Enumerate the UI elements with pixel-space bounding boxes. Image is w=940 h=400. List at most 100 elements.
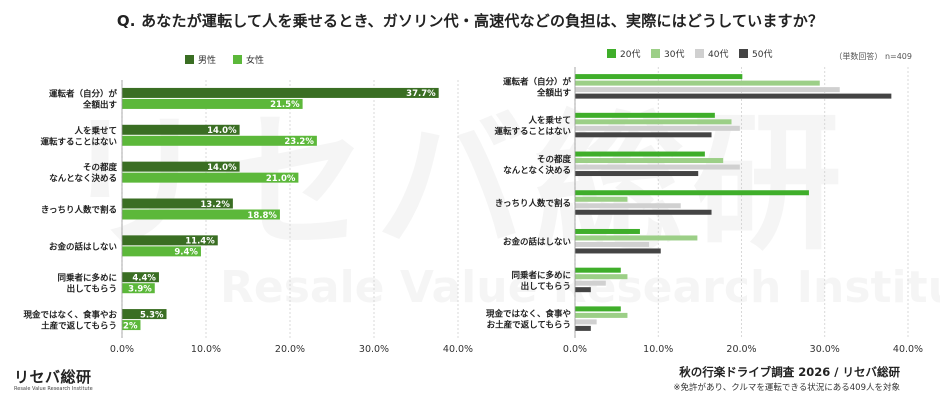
data-label: 14.0% — [207, 126, 237, 136]
category-label: お土産で返してもらう — [487, 320, 571, 331]
bar — [575, 267, 621, 273]
category-label: きっちり人数で割る — [41, 205, 117, 216]
bar — [575, 248, 661, 254]
category-label: お金の話はしない — [503, 237, 571, 248]
tick-label: 0.0% — [563, 344, 587, 355]
data-label: 23.2% — [284, 137, 314, 147]
footnote: ※免許があり、クルマを運転できる状況にある409人を対象 — [673, 383, 900, 393]
bar — [122, 87, 439, 98]
bar — [575, 87, 840, 93]
bar — [575, 125, 740, 131]
bar — [575, 228, 640, 234]
category-label: 出してもらう — [67, 284, 117, 295]
bar — [575, 132, 712, 138]
bar — [122, 320, 141, 331]
bar — [575, 203, 681, 209]
bar — [575, 312, 628, 318]
source-text: 秋の行楽ドライブ調査 2026 / リセバ総研 — [679, 365, 900, 379]
bar — [122, 272, 159, 283]
category-label: 土産で返してもらう — [41, 321, 117, 332]
bar — [122, 309, 167, 320]
category-label: その都度 — [83, 162, 118, 173]
tick-label: 10.0% — [643, 344, 673, 355]
bar — [122, 235, 218, 246]
bar — [575, 319, 597, 325]
bar — [575, 158, 724, 164]
data-label: 4.4% — [132, 274, 156, 284]
data-label: 14.0% — [207, 163, 237, 173]
category-label: 同乗者に多めに — [511, 270, 571, 281]
data-label: 11.4% — [185, 237, 215, 247]
bar — [122, 198, 233, 209]
bar — [575, 306, 621, 312]
legend-label: 40代 — [708, 49, 728, 60]
legend-label: 男性 — [198, 54, 216, 66]
category-label: なんとなく決める — [503, 165, 571, 176]
bar — [575, 241, 650, 247]
bar — [575, 287, 591, 293]
bar — [575, 112, 715, 118]
tick-label: 40.0% — [443, 344, 473, 355]
category-label: お金の話はしない — [49, 241, 117, 252]
category-label: 運転者（自分）が — [49, 88, 118, 99]
bar — [122, 209, 280, 220]
bar — [575, 274, 628, 280]
data-label: 5.3% — [140, 310, 164, 320]
category-label: なんとなく決める — [49, 173, 117, 184]
bar — [575, 74, 743, 80]
tick-label: 40.0% — [893, 344, 923, 355]
bar — [122, 283, 155, 294]
bar — [122, 172, 299, 183]
bar — [575, 325, 591, 331]
tick-label: 30.0% — [810, 344, 840, 355]
category-label: 運転することはない — [494, 126, 571, 137]
logo: リセバ総研 — [14, 368, 92, 386]
legend-label: 女性 — [246, 54, 264, 66]
bar — [575, 80, 820, 86]
bar — [575, 93, 892, 99]
tick-label: 30.0% — [359, 344, 389, 355]
chart-title: Q. あなたが運転して人を乗せるとき、ガソリン代・高速代などの負担は、実際にはど… — [116, 12, 824, 30]
bar — [575, 119, 732, 125]
category-label: 現金ではなく、食事やお — [23, 310, 117, 321]
bar — [122, 135, 317, 146]
category-label: 人を乗せて — [528, 115, 571, 126]
data-label: 37.7% — [406, 89, 436, 99]
bar — [575, 280, 606, 286]
tick-label: 20.0% — [275, 344, 305, 355]
category-label: 現金ではなく、食事や — [486, 309, 571, 320]
sample-note: （単数回答） n=409 — [834, 52, 912, 61]
category-label: 運転者（自分）が — [503, 76, 572, 87]
data-label: 18.8% — [247, 211, 277, 221]
category-label: 全額出す — [82, 99, 118, 110]
legend-swatch — [233, 55, 242, 64]
data-label: 21.0% — [266, 174, 296, 184]
category-label: 出してもらう — [521, 281, 571, 292]
bar — [122, 98, 303, 109]
category-label: 同乗者に多めに — [57, 273, 117, 284]
data-label: 3.9% — [128, 285, 152, 295]
legend-label: 50代 — [752, 49, 772, 60]
category-label: 運転することはない — [40, 136, 117, 147]
bar — [122, 246, 201, 257]
tick-label: 0.0% — [110, 344, 134, 355]
data-label: 13.2% — [200, 200, 230, 210]
logo-sub: Resale Value Research Institute — [14, 386, 93, 392]
bar — [575, 235, 698, 241]
bar — [575, 190, 809, 196]
legend-swatch — [651, 49, 660, 58]
bar — [575, 151, 705, 157]
legend-swatch — [695, 49, 704, 58]
data-label: 9.4% — [174, 248, 198, 258]
bar — [122, 161, 240, 172]
legend-swatch — [607, 49, 616, 58]
tick-label: 20.0% — [726, 344, 756, 355]
category-label: 人を乗せて — [74, 125, 117, 136]
bar — [575, 164, 740, 170]
legend-swatch — [739, 49, 748, 58]
bar — [575, 171, 699, 177]
legend-swatch — [185, 55, 194, 64]
